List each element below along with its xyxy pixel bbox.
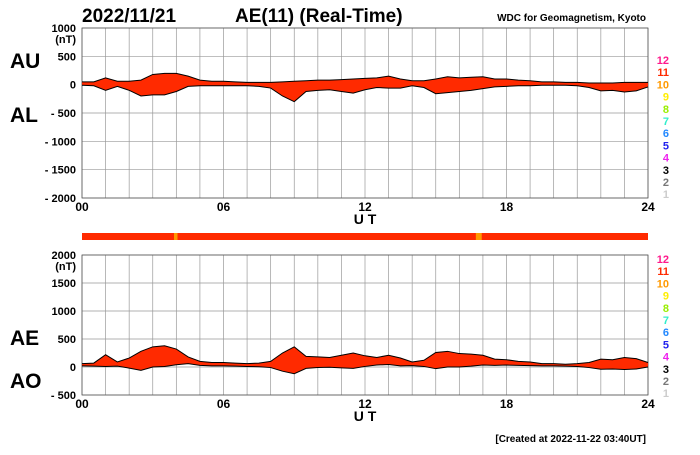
plot-frame [81,254,649,396]
station-count-legend-item: 8 [663,104,669,116]
station-count-bar [82,233,648,240]
station-count-legend-item: 1 [663,189,669,201]
station-bar-segment [173,233,178,240]
station-count-legend-item: 6 [663,128,669,140]
series-line-au [82,72,648,84]
x-axis-label: U T [354,211,377,227]
y-tick-label: 2000 [52,250,76,262]
station-count-legend-item: 2 [663,376,669,388]
lower-series-label: AO [10,370,42,393]
date-title: 2022/11/21 [82,6,176,27]
upper-series-label: AE [10,327,39,350]
station-marker [476,346,482,348]
x-axis-label: U T [354,408,377,424]
station-count-legend-item: 3 [663,165,669,177]
station-count-legend-item: 3 [663,364,669,376]
x-tick-label: 06 [217,200,231,214]
lower-series-label: AL [10,104,38,127]
station-count-legend-item: 9 [663,291,669,303]
x-tick-label: 18 [500,200,514,214]
station-count-legend-item: 7 [663,116,669,128]
x-tick-label: 12 [358,397,372,411]
series-line-ae [81,345,649,365]
x-tick-label: 18 [500,397,514,411]
x-tick-label: 00 [75,397,89,411]
y-unit-label: (nT) [55,34,76,46]
station-count-legend-item: 4 [663,153,670,165]
station-count-legend-item: 8 [663,303,669,315]
y-tick-label: 500 [58,334,76,346]
station-count-legend-item: 5 [663,339,669,351]
y-tick-label: - 1500 [45,165,76,177]
station-count-legend-item: 6 [663,327,669,339]
station-count-legend-item: 12 [657,254,669,266]
station-count-legend-item: 5 [663,140,669,152]
y-tick-label: - 2000 [45,193,76,205]
station-count-legend-item: 9 [663,92,669,104]
y-tick-label: 1500 [52,278,76,290]
upper-series-label: AU [10,50,40,73]
station-bar-segment [475,233,482,240]
station-count-legend-item: 12 [657,55,669,67]
x-tick-label: 24 [641,200,655,214]
station-count-legend-item: 1 [663,388,669,400]
station-count-legend-item: 4 [663,352,670,364]
x-tick-label: 12 [358,200,372,214]
y-unit-label: (nT) [55,261,76,273]
y-tick-label: 1000 [52,306,76,318]
station-count-legend-item: 7 [663,315,669,327]
source-label: WDC for Geomagnetism, Kyoto [497,13,646,24]
y-tick-label: - 1000 [45,136,76,148]
series-line-al [81,84,649,103]
station-count-legend-item: 10 [657,79,669,91]
au-al-panel: 1000 500 0 - 500 - 1000 - 1500 - 2000 (nT) 00 06 1… [10,23,670,227]
created-timestamp: [Created at 2022-11-22 03:40UT] [495,434,646,445]
station-bar-base [82,233,648,240]
station-count-legend-item: 2 [663,177,669,189]
range-fill-area [82,345,648,374]
y-tick-label: - 500 [51,108,76,120]
y-tick-label: 1000 [52,23,76,35]
station-count-legend-item: 11 [657,67,669,79]
x-tick-label: 00 [75,200,89,214]
station-marker [174,346,178,348]
station-count-legend-item: 11 [657,266,669,278]
y-tick-label: 0 [70,80,76,92]
station-marker [476,73,482,75]
y-tick-label: 500 [58,51,76,63]
y-tick-label: 0 [70,362,76,374]
range-fill-area [82,73,648,102]
chart-title: AE(11) (Real-Time) [235,6,403,27]
y-tick-label: - 500 [51,390,76,402]
series-line-ao [81,363,649,375]
x-tick-label: 06 [217,397,231,411]
station-count-legend-item: 10 [657,278,669,290]
plot-frame [81,27,649,199]
x-tick-label: 24 [641,397,655,411]
